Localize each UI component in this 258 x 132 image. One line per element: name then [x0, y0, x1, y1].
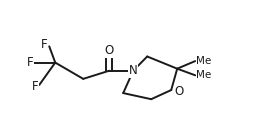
- Text: Me: Me: [196, 56, 212, 66]
- Text: Me: Me: [196, 70, 212, 80]
- Text: O: O: [104, 44, 114, 57]
- Text: N: N: [129, 64, 138, 77]
- Text: F: F: [41, 38, 47, 51]
- Text: F: F: [27, 56, 33, 69]
- Text: F: F: [32, 80, 38, 93]
- Text: O: O: [174, 85, 183, 98]
